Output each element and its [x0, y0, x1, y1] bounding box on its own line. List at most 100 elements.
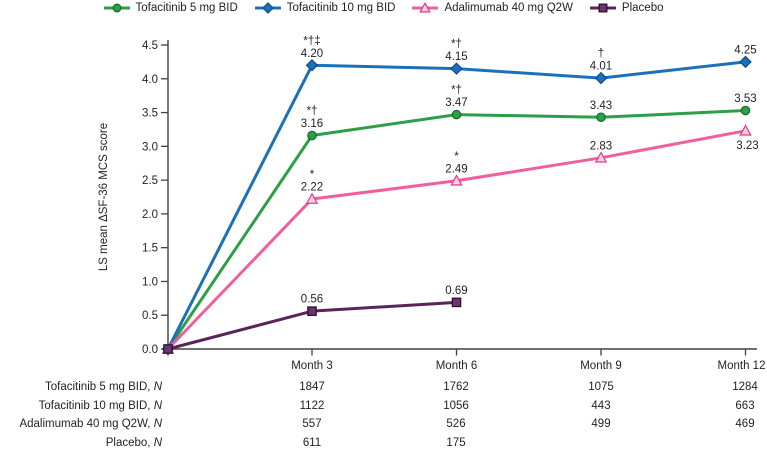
table-row: Adalimumab 40 mg Q2W, N 557 526 499 469: [0, 417, 767, 431]
x-tick-label: Month 9: [580, 360, 622, 372]
row-label-text: Tofacitinib 5 mg BID,: [45, 381, 151, 393]
row-label: Tofacitinib 5 mg BID, N: [0, 380, 162, 394]
n-value: 499: [591, 418, 611, 430]
data-point-marker: [307, 130, 317, 141]
y-tick-label: 1.0: [142, 276, 158, 288]
data-point-label: 2.83: [590, 140, 612, 152]
y-tick-label: 3.0: [142, 141, 158, 153]
legend-label: Placebo: [621, 2, 664, 14]
series-tofacitinib-10-mg-bid: 4.20*†‡4.15*†4.01† 4.25: [161, 35, 757, 356]
row-label: Adalimumab 40 mg Q2W, N: [0, 417, 162, 431]
legend-item-tofacitinib-10mg: Tofacitinib 10 mg BID: [254, 2, 396, 14]
n-symbol: N: [153, 400, 162, 412]
data-point-marker: [450, 62, 463, 75]
y-tick-label: 1.5: [142, 243, 158, 255]
significance-label: *†‡: [303, 35, 320, 47]
data-point-marker: [739, 124, 752, 136]
data-point-label: 3.53: [734, 93, 756, 105]
n-value: 1122: [299, 400, 325, 412]
y-tick-label: 2.5: [142, 175, 158, 187]
n-value: 663: [735, 400, 755, 412]
n-value: 1284: [732, 381, 758, 393]
triangle-marker-icon: [412, 2, 439, 13]
chart-legend: Tofacitinib 5 mg BID Tofacitinib 10 mg B…: [0, 2, 767, 14]
data-point-label: 4.20: [301, 48, 323, 60]
data-point-label: 0.69: [445, 285, 467, 297]
x-tick-label: Month 3: [291, 360, 333, 372]
series-adalimumab-40-mg-q2w: 2.22* 2.49*2.83 3.23: [161, 124, 759, 354]
table-row: Placebo, N 611 175: [0, 436, 767, 450]
data-point-label: 0.56: [301, 294, 323, 306]
diamond-marker-icon: [254, 2, 281, 14]
significance-label: *†: [451, 85, 462, 97]
row-label-text: Tofacitinib 10 mg BID,: [38, 400, 151, 412]
significance-label: *: [310, 169, 315, 181]
data-point-marker: [419, 2, 432, 13]
legend-label: Tofacitinib 10 mg BID: [286, 2, 396, 14]
data-point-marker: [451, 109, 462, 120]
row-label-text: Adalimumab 40 mg Q2W,: [19, 418, 151, 430]
data-point-label: 4.25: [734, 44, 756, 56]
n-symbol: N: [153, 437, 162, 449]
significance-label: †: [598, 48, 604, 60]
data-point-marker: [261, 2, 274, 14]
n-value: 557: [302, 418, 322, 430]
data-point-marker: [451, 297, 462, 308]
data-point-label: 4.01: [590, 61, 612, 73]
n-value: 443: [591, 400, 611, 412]
legend-item-tofacitinib-5mg: Tofacitinib 5 mg BID: [103, 2, 238, 14]
data-point-marker: [305, 192, 319, 204]
n-value: 1762: [443, 381, 469, 393]
table-row: Tofacitinib 5 mg BID, N 1847 1762 1075 1…: [0, 380, 767, 394]
n-value: 175: [446, 437, 466, 449]
data-point-label: 3.47: [445, 97, 467, 109]
significance-label: *: [454, 151, 459, 163]
data-point-marker: [163, 344, 173, 354]
legend-label: Tofacitinib 5 mg BID: [135, 2, 238, 14]
y-tick-label: 0.0: [142, 344, 158, 356]
legend-item-placebo: Placebo: [589, 2, 664, 14]
row-label-text: Placebo,: [105, 437, 151, 449]
y-tick-label: 2.0: [142, 209, 158, 221]
n-value: 1847: [299, 381, 325, 393]
data-point-label: 2.22: [301, 182, 323, 194]
data-point-marker: [450, 174, 463, 186]
data-point-marker: [739, 55, 752, 69]
y-tick-label: 4.0: [142, 74, 158, 86]
n-value: 1075: [588, 381, 614, 393]
y-axis-title: LS mean ΔSF-36 MCS score: [98, 123, 110, 271]
series-placebo: 0.56 0.69: [163, 285, 468, 354]
n-symbol: N: [153, 381, 162, 393]
n-value: 526: [446, 418, 466, 430]
data-point-marker: [305, 59, 319, 72]
y-tick-label: 3.5: [142, 108, 158, 120]
n-symbol: N: [153, 418, 162, 430]
y-tick-label: 4.5: [142, 40, 158, 52]
data-point-label: 3.43: [590, 100, 612, 112]
data-point-marker: [598, 3, 608, 13]
data-point-label: 3.23: [736, 140, 758, 152]
data-point-marker: [112, 3, 121, 13]
legend-label: Adalimumab 40 mg Q2W: [444, 2, 573, 14]
square-marker-icon: [589, 3, 616, 13]
data-point-marker: [740, 105, 751, 116]
circle-marker-icon: [103, 3, 130, 13]
data-point-label: 2.49: [445, 163, 467, 175]
y-tick-label: 0.5: [142, 310, 158, 322]
n-value: 1056: [443, 400, 469, 412]
table-row: Tofacitinib 10 mg BID, N 1122 1056 443 6…: [0, 399, 767, 413]
data-point-marker: [594, 151, 608, 163]
series-tofacitinib-5-mg-bid: 3.16*†3.47*†3.433.53: [163, 85, 757, 354]
row-label: Tofacitinib 10 mg BID, N: [0, 399, 162, 413]
data-point-label: 3.16: [301, 118, 323, 130]
data-point-marker: [307, 306, 317, 316]
n-value: 611: [302, 437, 322, 449]
n-value: 469: [735, 418, 755, 430]
significance-label: *†: [451, 39, 462, 51]
x-tick-label: Month 12: [718, 360, 766, 372]
significance-label: *†: [307, 106, 318, 118]
data-point-marker: [594, 71, 608, 85]
